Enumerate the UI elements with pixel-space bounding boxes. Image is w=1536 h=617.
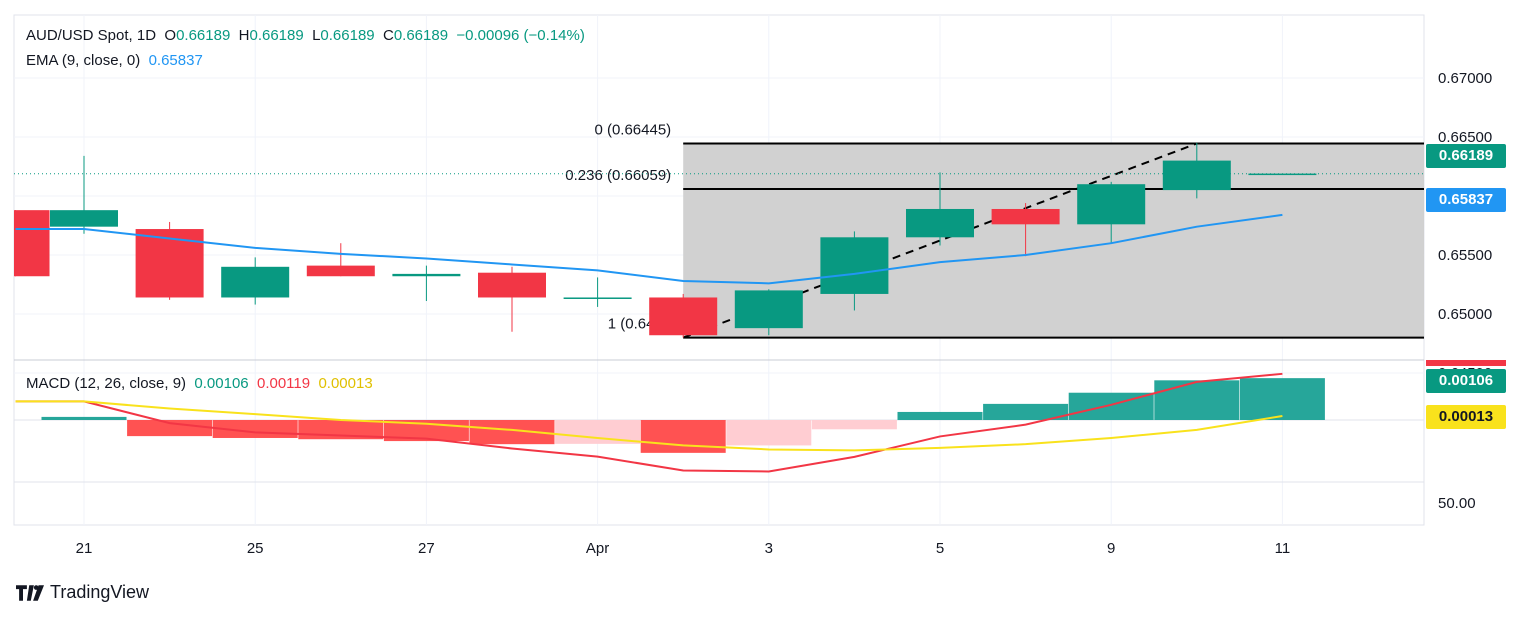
price-tick-label: 0.65500 (1438, 247, 1492, 264)
tradingview-brand[interactable]: TradingView (16, 582, 149, 603)
macd-histogram-bar (1239, 378, 1325, 420)
symbol-legend: AUD/USD Spot, 1D O0.66189 H0.66189 L0.66… (26, 27, 585, 44)
ema-legend: EMA (9, close, 0) 0.65837 (26, 52, 203, 69)
high-label: H (238, 27, 250, 44)
tradingview-logo-icon (16, 584, 44, 601)
time-tick-label: Apr (586, 540, 609, 557)
signal-tag: 0.00013 (1426, 405, 1506, 429)
high-value: 0.66189 (249, 27, 304, 44)
fib-level-label: 0.236 (0.66059) (565, 167, 671, 184)
ema-label: EMA (9, close, 0) (26, 52, 141, 69)
time-tick-label: 9 (1107, 540, 1115, 557)
macd-histogram-bar (127, 420, 213, 437)
macd-line (15, 372, 1283, 473)
fib-level-label: 0 (0.66445) (594, 121, 671, 138)
candle-body (1248, 173, 1317, 176)
macd-histogram-bar (897, 411, 983, 420)
time-tick-label: 11 (1275, 540, 1291, 557)
macd-histogram-bar (640, 420, 726, 453)
price-tick-label: 0.66500 (1438, 129, 1492, 146)
signal-line (15, 400, 1283, 452)
macd-histogram-bar (555, 420, 641, 444)
brand-name: TradingView (50, 582, 150, 602)
candle-body (906, 208, 974, 238)
macd-signal-value: 0.00013 (318, 375, 373, 392)
price-tick-label: 0.67000 (1438, 70, 1492, 87)
time-tick-label: 25 (247, 540, 264, 557)
macd-histogram-bar (983, 403, 1069, 420)
candle-body (1162, 160, 1231, 191)
open-label: O (164, 27, 177, 44)
close-value: 0.66189 (393, 27, 449, 44)
fib-retracement-zone (683, 143, 1424, 338)
ema-line (15, 213, 1283, 285)
candle-body (478, 272, 546, 298)
low-label: L (312, 27, 321, 44)
candle-body (50, 210, 118, 227)
candle-body (649, 297, 718, 336)
macd-axis-label: 50.00 (1438, 495, 1476, 512)
candle-body (820, 237, 889, 294)
open-value: 0.66189 (176, 27, 231, 44)
macd-line-tag (1426, 360, 1506, 366)
macd-hist-tag: 0.00106 (1426, 369, 1506, 393)
symbol-title: AUD/USD Spot, 1D (26, 27, 157, 44)
ema-price-tag: 0.65837 (1426, 188, 1506, 212)
ema-value: 0.65837 (148, 52, 203, 69)
macd-label: MACD (12, 26, close, 9) (26, 375, 187, 392)
candle-body (14, 210, 50, 277)
macd-histogram-bar (811, 420, 897, 430)
candle-body (306, 265, 375, 277)
macd-legend: MACD (12, 26, close, 9) 0.00106 0.00119 … (26, 375, 373, 392)
candle-body (734, 290, 803, 329)
macd-histogram-bar (726, 420, 812, 446)
close-label: C (382, 27, 394, 44)
time-tick-label: 27 (418, 540, 435, 557)
candle-body (221, 266, 290, 298)
macd-line-value: 0.00119 (256, 375, 311, 392)
time-tick-label: 21 (76, 540, 93, 557)
candle-body (991, 208, 1060, 225)
time-tick-label: 5 (936, 540, 944, 557)
low-value: 0.66189 (320, 27, 375, 44)
macd-histogram-bar (1154, 380, 1240, 420)
candle-body (392, 273, 461, 277)
candle-body (1077, 184, 1146, 225)
change-value: −0.00096 (−0.14%) (456, 27, 585, 44)
price-tick-label: 0.65000 (1438, 306, 1492, 323)
time-tick-label: 3 (765, 540, 773, 557)
macd-hist-value: 0.00106 (194, 375, 249, 392)
candle-body (563, 297, 632, 299)
macd-histogram-bar (41, 416, 127, 420)
last-price-tag: 0.66189 (1426, 144, 1506, 168)
